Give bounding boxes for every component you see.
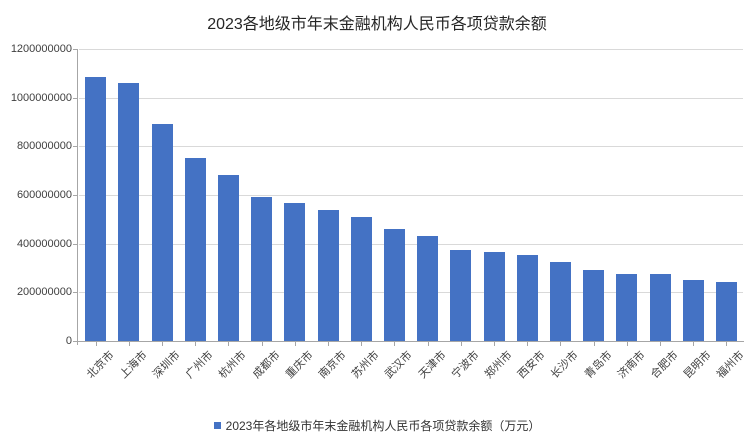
gridline [79,195,743,196]
x-tick-label: 济南市 [615,349,648,381]
bar [151,124,173,341]
y-tick-mark [73,244,77,245]
bar [217,175,239,341]
x-tick-mark [96,342,97,346]
x-tick-mark [228,342,229,346]
x-tick-label: 郑州市 [482,349,515,381]
bar [383,229,405,341]
bar [284,203,306,341]
x-tick-mark [494,342,495,346]
y-tick-mark [73,98,77,99]
bar [118,83,140,341]
bar [317,210,339,341]
x-tick-mark [627,342,628,346]
bar [516,255,538,341]
legend: 2023年各地级市年末金融机构人民币各项贷款余额（万元） [0,417,754,433]
gridline [79,292,743,293]
bar [350,217,372,341]
y-tick-label: 0 [65,335,72,347]
x-tick-label: 成都市 [250,349,283,381]
x-tick-mark [660,342,661,346]
x-tick-mark [262,342,263,346]
gridline [79,98,743,99]
x-tick-mark [195,342,196,346]
x-tick-mark [129,342,130,346]
x-tick-label: 青岛市 [582,349,615,381]
x-tick-mark [693,342,694,346]
plot-area [79,49,743,341]
bar [450,250,472,341]
x-tick-label: 南京市 [316,349,349,381]
x-tick-label: 广州市 [183,349,216,381]
y-tick-label: 600000000 [16,189,72,201]
x-tick-label: 深圳市 [150,349,183,381]
x-tick-label: 武汉市 [383,349,416,381]
x-tick-mark [295,342,296,346]
x-tick-mark [726,342,727,346]
bar [483,252,505,341]
y-tick-mark [73,292,77,293]
y-tick-label: 400000000 [16,238,72,250]
x-tick-label: 合肥市 [648,349,681,381]
x-tick-label: 昆明市 [681,349,714,381]
gridline [79,146,743,147]
bar [649,274,671,341]
gridline [79,244,743,245]
y-axis-line [77,49,78,345]
bar [583,270,605,341]
x-tick-label: 福州市 [715,349,748,381]
y-tick-label: 1200000000 [10,43,72,55]
legend-label: 2023年各地级市年末金融机构人民币各项贷款余额（万元） [225,418,541,433]
bar [251,197,273,341]
x-tick-label: 北京市 [84,349,117,381]
x-tick-label: 长沙市 [549,349,582,381]
x-tick-mark [560,342,561,346]
legend-marker [213,421,221,429]
x-tick-mark [594,342,595,346]
x-tick-label: 上海市 [117,349,150,381]
x-tick-mark [461,342,462,346]
chart-title: 2023各地级市年末金融机构人民币各项贷款余额 [207,16,547,33]
x-tick-mark [527,342,528,346]
bar [715,282,737,341]
bar [682,280,704,341]
y-tick-label: 1000000000 [10,92,72,104]
y-tick-mark [73,341,77,342]
gridline [79,49,743,50]
y-tick-label: 200000000 [16,286,72,298]
y-tick-mark [73,195,77,196]
x-tick-mark [394,342,395,346]
x-axis-line [77,341,744,342]
bar [184,158,206,341]
x-tick-label: 杭州市 [217,349,250,381]
x-tick-mark [162,342,163,346]
y-tick-mark [73,146,77,147]
x-tick-label: 重庆市 [283,349,316,381]
x-tick-label: 宁波市 [449,349,482,381]
x-tick-mark [428,342,429,346]
x-tick-mark [361,342,362,346]
bar [616,274,638,341]
bar [417,236,439,341]
bar [85,77,107,341]
x-tick-label: 苏州市 [349,349,382,381]
y-tick-label: 800000000 [16,140,72,152]
x-tick-mark [328,342,329,346]
x-tick-label: 天津市 [416,349,449,381]
x-tick-label: 西安市 [515,349,548,381]
bar [549,262,571,341]
y-tick-mark [73,49,77,50]
